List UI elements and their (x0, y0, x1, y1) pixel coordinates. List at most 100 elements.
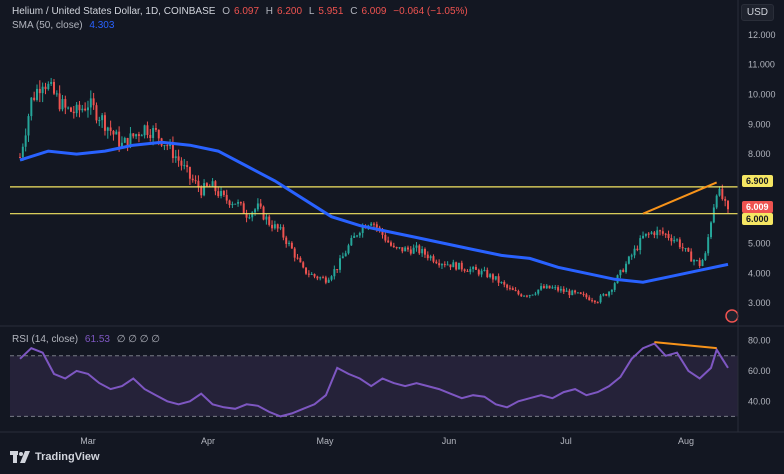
candle-body (701, 259, 704, 266)
candle-body (673, 239, 676, 242)
candle-body (695, 260, 698, 262)
candle-body (38, 88, 41, 94)
candle-body (423, 249, 426, 255)
candle-body (540, 286, 543, 290)
candle-body (508, 287, 511, 289)
candle-body (55, 93, 58, 95)
sma-legend[interactable]: SMA (50, close) 4.303 (12, 20, 118, 31)
candle-body (322, 277, 325, 279)
candle-body (585, 294, 588, 298)
candle-body (525, 295, 528, 297)
candle-body (61, 99, 64, 110)
candle-body (449, 264, 452, 268)
candle-body (392, 245, 395, 248)
candle-body (72, 111, 75, 114)
candle-body (491, 274, 494, 280)
rsi-label: RSI (14, close) (12, 334, 79, 345)
candle-body (477, 269, 480, 275)
candle-body (384, 234, 387, 241)
candle-body (395, 247, 398, 249)
candle-body (457, 262, 460, 270)
candle-body (188, 167, 191, 179)
resistance-price-tag: 6.900 (742, 175, 773, 187)
candle-body (166, 145, 169, 147)
time-tick-label: Jul (560, 436, 572, 446)
candle-body (687, 248, 690, 252)
candle-body (429, 256, 432, 259)
candle-body (86, 107, 89, 111)
candle-body (579, 292, 582, 294)
candle-body (50, 81, 53, 84)
candle-body (724, 199, 727, 201)
candle-body (435, 261, 438, 264)
candle-body (373, 223, 375, 225)
main-pane[interactable] (10, 77, 739, 323)
time-tick-label: Mar (80, 436, 96, 446)
candle-body (24, 135, 27, 147)
rsi-band (10, 355, 738, 417)
candle-body (554, 287, 557, 289)
candle-body (398, 247, 401, 249)
candle-body (644, 233, 647, 236)
candle-body (542, 286, 545, 289)
candle-body (466, 270, 469, 272)
price-tick-label: 3.000 (748, 298, 771, 308)
candle-body (146, 125, 149, 135)
candle-body (214, 181, 217, 192)
rsi-legend[interactable]: RSI (14, close) 61.53 ∅ ∅ ∅ ∅ (12, 334, 164, 345)
candle-body (727, 200, 729, 210)
candle-body (520, 294, 523, 297)
candle-body (562, 288, 565, 292)
candle-body (19, 157, 21, 159)
candle-body (409, 249, 412, 254)
candle-body (95, 105, 98, 121)
candle-body (571, 290, 574, 296)
candle-body (254, 209, 257, 213)
candle-body (528, 295, 531, 297)
candle-body (285, 237, 288, 244)
candle-body (494, 276, 497, 280)
candle-body (474, 267, 477, 270)
candle-body (205, 183, 208, 187)
candle-body (316, 276, 319, 279)
candle-body (27, 116, 30, 136)
candle-body (92, 98, 95, 106)
price-tick-label: 8.000 (748, 149, 771, 159)
candle-body (370, 223, 373, 226)
price-tick-label: 5.000 (748, 239, 771, 249)
candle-body (248, 217, 251, 219)
candle-body (324, 277, 327, 283)
candle-body (273, 224, 276, 229)
candle-body (438, 263, 441, 266)
candle-body (152, 128, 155, 138)
candle-body (636, 248, 639, 251)
candle-body (406, 247, 409, 250)
close-label: C (350, 6, 358, 17)
candle-body (664, 233, 667, 235)
candle-body (347, 245, 350, 254)
candle-body (676, 239, 679, 241)
candle-body (698, 260, 701, 266)
candle-body (517, 290, 520, 295)
candle-body (327, 279, 330, 283)
tradingview-logo[interactable]: TradingView (10, 451, 100, 463)
candle-body (361, 226, 364, 233)
candle-body (140, 135, 143, 137)
rsi-pane[interactable] (10, 341, 738, 418)
candle-body (426, 254, 429, 259)
currency-badge[interactable]: USD (740, 4, 774, 21)
candle-body (608, 291, 611, 296)
candle-body (137, 134, 140, 136)
candle-body (642, 235, 645, 239)
candle-body (693, 260, 696, 262)
sma-value: 4.303 (89, 20, 115, 31)
candle-body (149, 134, 152, 138)
candle-body (194, 180, 197, 182)
candle-body (625, 263, 628, 273)
candle-body (33, 97, 36, 100)
candle-body (307, 273, 310, 275)
candle-body (412, 247, 415, 254)
candle-body (290, 242, 293, 249)
